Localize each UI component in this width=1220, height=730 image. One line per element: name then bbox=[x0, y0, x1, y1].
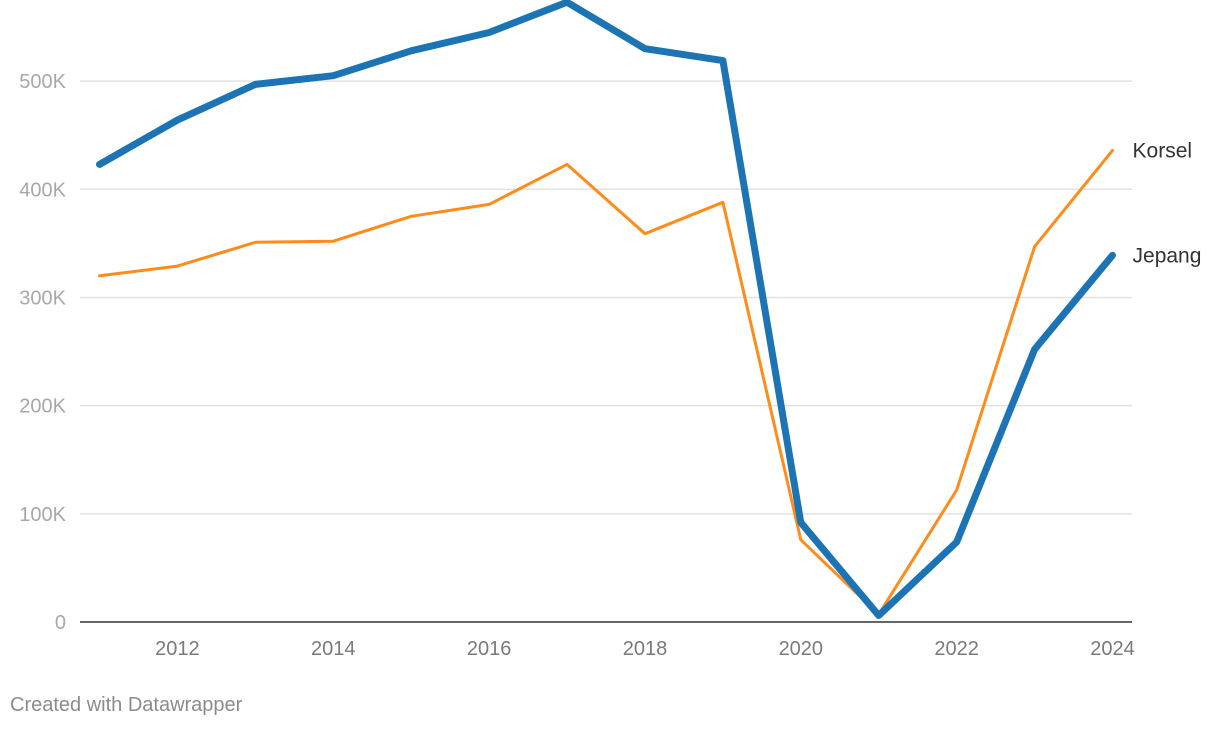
x-tick-label: 2014 bbox=[311, 638, 356, 660]
footer-credit: Created with Datawrapper bbox=[10, 694, 243, 716]
y-tick-label: 500K bbox=[19, 71, 66, 93]
series-label-jepang: Jepang bbox=[1133, 244, 1202, 267]
series-line-jepang bbox=[96, 0, 1116, 619]
x-tick-label: 2022 bbox=[934, 638, 979, 660]
y-tick-label: 300K bbox=[19, 287, 66, 309]
x-tick-label: 2018 bbox=[623, 638, 668, 660]
y-tick-label: 0 bbox=[55, 612, 66, 634]
y-tick-label: 100K bbox=[19, 504, 66, 526]
y-tick-label: 200K bbox=[19, 396, 66, 418]
x-tick-label: 2020 bbox=[779, 638, 824, 660]
series-labels: Korsel Jepang bbox=[1133, 139, 1202, 267]
x-tick-label: 2012 bbox=[155, 638, 200, 660]
y-tick-label: 400K bbox=[19, 179, 66, 201]
x-axis-ticks: 2012 2014 2016 2018 2020 2022 2024 bbox=[155, 638, 1135, 660]
y-axis-ticks: 0 100K 200K 300K 400K 500K bbox=[19, 71, 66, 634]
x-tick-label: 2016 bbox=[467, 638, 512, 660]
series-label-korsel: Korsel bbox=[1133, 139, 1193, 162]
gridlines bbox=[80, 80, 1132, 623]
series-lines bbox=[96, 0, 1116, 619]
series-line-korsel bbox=[98, 148, 1114, 616]
x-tick-label: 2024 bbox=[1090, 638, 1135, 660]
